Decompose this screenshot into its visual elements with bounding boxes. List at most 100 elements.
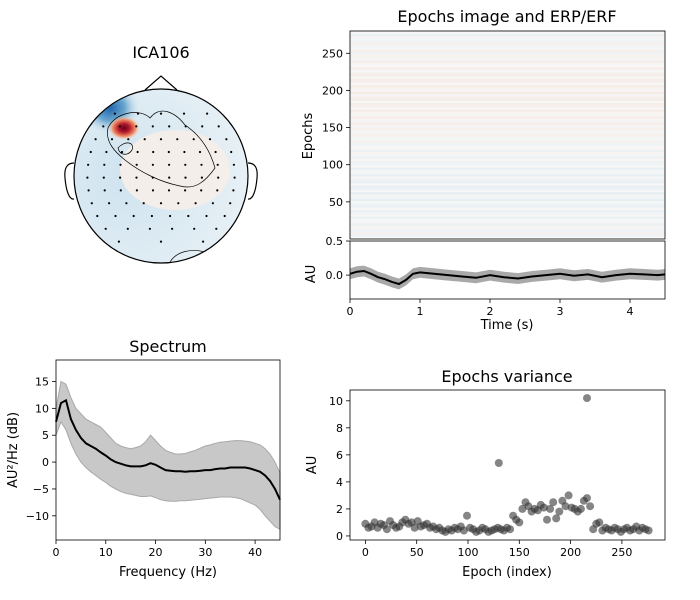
sensor-dot [127,138,130,141]
heatmap-row [350,83,665,85]
sensor-dot [187,214,190,218]
sensor-dot [176,138,179,141]
heatmap-row [350,181,665,184]
sensor-dot [142,202,145,205]
variance-point [459,526,468,535]
heatmap-row [350,134,665,137]
variance-point [410,523,419,532]
left-ear [64,162,75,200]
heatmap-row [350,32,665,34]
heatmap-row [350,161,665,164]
erp-y-tick-label: 0.5 [326,235,344,248]
sensor-dot [125,202,128,205]
sensor-dot [132,214,135,218]
heatmap-row [350,145,665,147]
sensor-dot [177,202,180,205]
sensor-dot [208,138,212,141]
sensor-dot [151,189,155,192]
variance-point [515,518,524,527]
heatmap-row [350,91,665,95]
heatmap-row [350,60,665,63]
heatmap-row [350,116,665,119]
sensor-dot [171,227,174,230]
heatmap-row [350,234,665,237]
sensor-dot [102,176,105,179]
sensor-dot [103,189,106,192]
epochs-image-title: Epochs image and ERP/ERF [397,7,616,26]
heatmap-row [350,216,665,219]
heatmap-row [350,230,665,233]
sensor-dot [159,138,163,141]
sensor-dot [216,189,219,192]
variance-point [564,491,573,500]
heatmap-row [350,103,665,106]
variance-panel: Epochs variance 0 50 100 150 200 250 0 2 4 6 8 10 A… [305,367,666,580]
heatmap-row [350,139,665,141]
epochs-image-panel: Epochs image and ERP/ERF 50100150200250 … [301,7,666,240]
heatmap-row [350,47,665,49]
variance-ticks: 0 50 100 150 200 250 0 2 4 6 8 10 [329,395,632,559]
variance-y-tick-label: 4 [336,476,343,489]
sensor-dot [126,227,129,230]
variance-point [555,507,564,516]
variance-x-tick-label: 0 [362,546,369,559]
sensor-dot [193,227,196,230]
spectrum-frame [55,359,281,541]
heatmap-row [350,38,665,40]
erp-mean-line [349,269,666,286]
variance-x-label: Epoch (index) [462,565,552,580]
sensor-dot [108,202,111,205]
sensor-dot [200,176,203,179]
heatmap-row [350,148,665,150]
heatmap-row [350,205,665,208]
variance-title: Epochs variance [441,367,572,386]
heatmap-row [350,112,665,114]
variance-x-tick-label: 50 [410,546,424,559]
spectrum-title: Spectrum [129,337,207,356]
sensor-dot [167,189,171,192]
spectrum-y-tick-label: 10 [35,402,49,415]
heatmap-row [350,87,665,90]
sensor-dot [216,163,219,166]
heatmap-row [350,63,665,65]
heatmap-row [350,90,665,92]
variance-point [543,515,551,524]
variance-point [494,459,503,467]
erp-y-tick-label: 0.0 [326,269,344,282]
sensor-dot [110,138,114,141]
heatmap-row [350,74,665,77]
sensor-dot [215,227,218,230]
heatmap-row [350,36,665,39]
sensor-dot [169,214,172,218]
heatmap-row [350,169,665,173]
sensor-dot [89,150,92,154]
heatmap-row [350,198,665,202]
sensor-dot [201,125,204,128]
erp-ticks: 0 1 2 3 4 0.0 0.5 [326,235,634,318]
heatmap-row [350,192,665,195]
sensor-dot [119,176,122,179]
variance-y-tick-label: 0 [336,530,343,543]
topomap-title: ICA106 [132,43,189,62]
heatmap-row [350,203,665,206]
epochs-y-tick-label: 100 [322,159,343,172]
sensor-dot [168,176,171,179]
heatmap-row [350,219,665,221]
sensor-dot [150,214,153,218]
heatmap-row [350,225,665,228]
variance-x-tick-label: 200 [560,546,581,559]
sensor-dot [184,125,187,128]
heatmap-row [350,123,665,126]
heatmap-row [350,227,665,231]
sensor-dot [182,112,186,115]
heatmap-row [350,149,665,153]
erp-x-tick-label: 1 [417,305,424,318]
heatmap-row [350,58,665,61]
heatmap-row [350,163,665,166]
sensor-dot [217,125,220,128]
sensor-dot [230,150,233,154]
heatmap-row [350,185,665,188]
sensor-dot [87,189,90,192]
sensor-dot [211,202,214,205]
spectrum-y-label: AU²/Hz (dB) [6,412,21,488]
